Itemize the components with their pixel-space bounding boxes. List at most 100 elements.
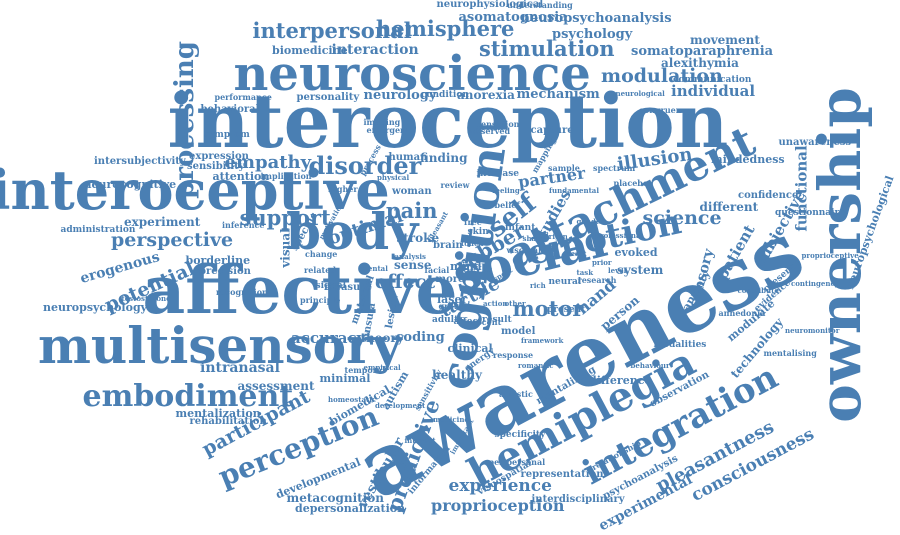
cloud-word-condition: condition [421,89,469,100]
cloud-word-modulation: modulation [601,64,723,87]
cloud-word-experiment: experiment [124,215,201,229]
cloud-word-mentalising: mentalising [763,348,817,358]
cloud-word-origin: origin [544,231,568,241]
cloud-word-borderline: borderline [185,253,251,267]
cloud-word-movement: movement [690,33,760,47]
cloud-word-neuromonitor: neuromonitor [785,325,840,335]
cloud-word-processing: processing [169,41,200,199]
cloud-word-science: science [642,206,722,229]
cloud-word-disorder: disorder [308,151,422,180]
cloud-word-support: support [239,204,331,230]
cloud-word-review: review [440,180,470,190]
cloud-word-interoceptive: interoceptive [0,158,390,222]
cloud-word-rehabilitation: rehabilitation [189,416,267,427]
cloud-word-anhedonia: anhedonia [718,308,766,318]
cloud-word-mindedness: mindedness [711,152,785,166]
cloud-word-intersubjectivity: intersubjectivity [94,156,186,167]
cloud-word-individual: individual [671,81,756,100]
cloud-word-present: present [547,304,586,315]
cloud-word-administration: administration [60,224,136,235]
cloud-word-confidence: confidence [738,190,799,201]
cloud-word-unawareness: unawareness [778,137,852,148]
cloud-word-action: action [483,298,508,308]
cloud-word-placebo: placebo [613,178,649,188]
cloud-word-attention: attention [212,169,270,183]
cloud-word-human: human [388,152,428,163]
cloud-word-principle: principle [300,295,341,305]
cloud-word-recent: recent [472,317,502,327]
cloud-word-fundamental: fundamental [549,185,599,195]
cloud-word-change: change [305,249,338,259]
cloud-word-contingency: contingency [791,278,839,288]
cloud-word-biomedicine: biomedicine [272,43,348,57]
cloud-word-congruency: congruency [639,105,692,115]
cloud-word-homeostatic: homeostatic [328,394,377,404]
cloud-word-mind: mind [450,259,482,273]
cloud-word-precision: precision [199,266,251,277]
cloud-word-higher: higher [328,184,358,194]
cloud-word-research: research [577,275,617,285]
cloud-word-affective: affective [142,251,458,329]
cloud-word-interpersonal: interpersonal [252,17,412,43]
cloud-word-medicine: medicine [433,414,469,424]
cloud-word-empirical: empirical [363,362,401,372]
cloud-word-multisensory: multisensory [38,316,402,375]
cloud-word-understanding: understanding [507,0,573,10]
cloud-word-interaction: interaction [331,42,419,58]
cloud-word-neuropsychology: neuropsychology [43,300,148,314]
cloud-word-shape: shape [522,233,546,243]
cloud-word-neurological: neurological [615,88,665,98]
cloud-word-expression: expression [189,151,249,162]
cloud-word-mentalization: mentalization [175,406,261,420]
cloud-word-asomatognosia: asomatognosia [458,9,568,25]
cloud-word-prior: prior [592,257,612,267]
cloud-word-metacognition: metacognition [286,491,384,505]
cloud-word-laser: laser [437,292,468,306]
cloud-word-healthy: healthy [432,368,482,382]
cloud-word-visual: visual [278,228,293,268]
cloud-word-sensation: sensation [476,119,520,129]
cloud-word-clinical: clinical [447,341,493,355]
cloud-word-depersonalization: depersonalization [295,501,406,515]
cloud-word-sample: sample [548,163,580,173]
cloud-word-group: group [438,301,466,311]
cloud-word-theory: theory [360,331,404,345]
cloud-word-performance: performance [214,92,272,102]
cloud-word-other: other [504,298,526,308]
cloud-word-modalities: modalities [653,339,707,350]
cloud-word-anorexia: anorexia [457,88,515,102]
cloud-word-facial: facial [424,265,450,275]
cloud-word-specificity: specificity [494,429,546,440]
cloud-word-motor: motor [512,295,584,321]
cloud-word-hemisphere: hemisphere [376,15,515,41]
cloud-word-body: body [286,202,419,261]
cloud-word-accuracy: accuracy [291,328,366,347]
cloud-word-gender: gender [576,216,604,226]
cloud-word-increase: increase [476,168,520,179]
cloud-word-temporal: temporal [344,365,386,375]
cloud-word-stroke: stroke [396,231,440,245]
cloud-word-model: model [501,326,536,337]
cloud-word-result: result [482,314,512,325]
cloud-word-style: style [463,261,493,275]
cloud-word-framework: framework [521,335,564,345]
cloud-word-effect: effect [375,270,436,293]
cloud-word-behavioral: behavioral [200,104,260,115]
cloud-word-development: development [375,400,426,410]
cloud-word-analysis: analysis [394,251,426,261]
cloud-word-neuroscience: neuroscience [233,46,591,102]
cloud-word-alexithymia: alexithymia [661,56,739,70]
cloud-word-evoked: evoked [614,245,658,259]
cloud-word-minimal: minimal [319,371,371,385]
cloud-word-different: different [699,200,759,214]
cloud-word-personality: personality [296,92,360,103]
cloud-word-free: free [464,217,482,227]
cloud-word-visceral: visceral [506,245,542,255]
cloud-word-affect: affect [453,316,483,327]
cloud-word-assessment: assessment [237,379,315,393]
cloud-word-contribute: contribute [737,285,779,295]
cloud-word-mechanism: mechanism [516,86,600,102]
cloud-word-communication: communication [673,74,752,85]
cloud-word-measure: measure [324,282,372,293]
